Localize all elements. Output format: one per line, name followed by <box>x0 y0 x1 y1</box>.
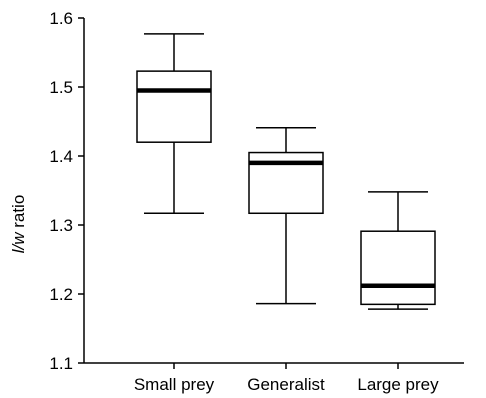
y-axis-label: l/w ratio <box>9 195 28 254</box>
y-tick-label: 1.6 <box>49 9 73 28</box>
plot-area: 1.1 1.2 1.3 1.4 1.5 1.6 Small prey Generalist La… <box>49 9 464 394</box>
y-tick-label: 1.3 <box>49 216 73 235</box>
box-iqr <box>136 70 212 143</box>
x-category-label: Small prey <box>134 375 215 394</box>
y-axis-label-italic: l/w <box>9 231 28 254</box>
y-tick-label: 1.4 <box>49 147 73 166</box>
y-axis-label-rest: ratio <box>9 195 28 233</box>
box-iqr <box>360 230 436 306</box>
y-tick-label: 1.2 <box>49 285 73 304</box>
x-category-label: Generalist <box>247 375 325 394</box>
y-tick-label: 1.1 <box>49 354 73 373</box>
x-category-label: Large prey <box>357 375 439 394</box>
y-tick-label: 1.5 <box>49 78 73 97</box>
